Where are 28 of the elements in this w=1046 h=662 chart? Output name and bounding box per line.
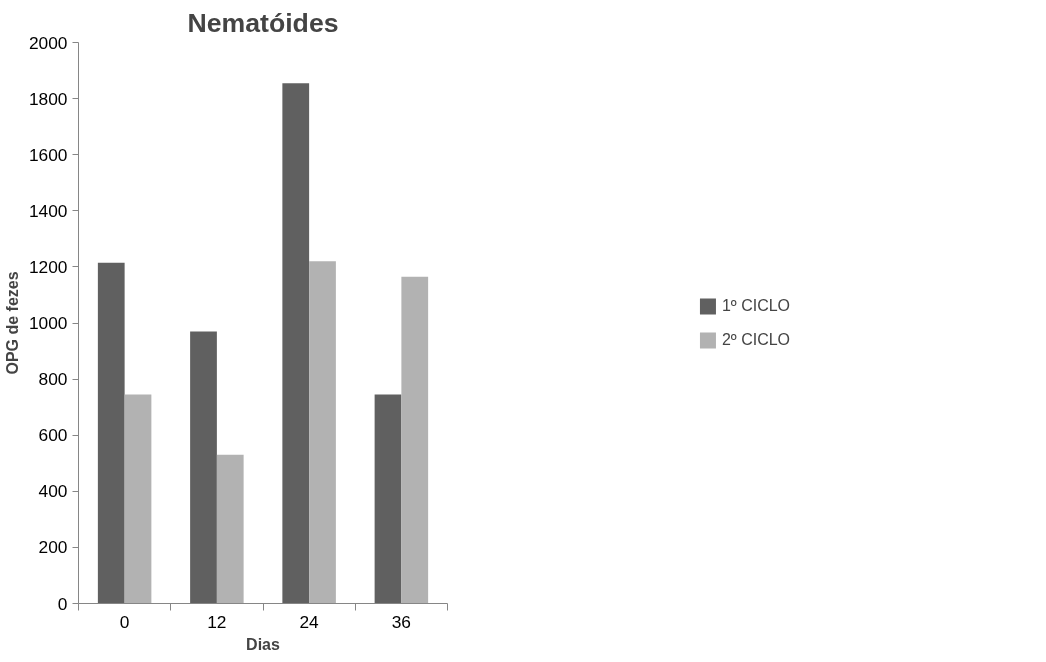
x-tick-label: 0 bbox=[119, 611, 130, 632]
bar bbox=[401, 276, 429, 604]
y-tick-label: 1800 bbox=[28, 88, 68, 109]
bar bbox=[97, 262, 125, 604]
x-tick-label: 24 bbox=[299, 611, 320, 632]
bar bbox=[216, 454, 244, 604]
y-tick-label: 1400 bbox=[28, 200, 68, 221]
y-tick-label: 1200 bbox=[28, 256, 68, 277]
x-tick-label: 12 bbox=[207, 611, 227, 632]
bar bbox=[374, 394, 402, 604]
y-tick-label: 200 bbox=[38, 537, 68, 558]
bar bbox=[282, 83, 310, 604]
y-tick-label: 1600 bbox=[28, 144, 68, 165]
legend-label: 2º CICLO bbox=[721, 330, 791, 349]
x-axis-title: Dias bbox=[246, 635, 280, 653]
y-tick-label: 0 bbox=[57, 593, 68, 614]
y-tick-label: 600 bbox=[38, 425, 68, 446]
y-tick-label: 800 bbox=[38, 369, 68, 390]
bar bbox=[190, 331, 217, 604]
x-tick-label: 36 bbox=[391, 611, 412, 632]
bar bbox=[124, 394, 152, 604]
y-tick-label: 2000 bbox=[28, 32, 68, 53]
y-tick-label: 1000 bbox=[28, 313, 68, 333]
y-axis-title: OPG de fezes bbox=[3, 271, 21, 375]
legend-label: 1º CICLO bbox=[721, 296, 791, 315]
bar bbox=[309, 261, 336, 604]
chart-title: Nematóides bbox=[187, 7, 339, 38]
y-tick-label: 400 bbox=[38, 481, 68, 502]
